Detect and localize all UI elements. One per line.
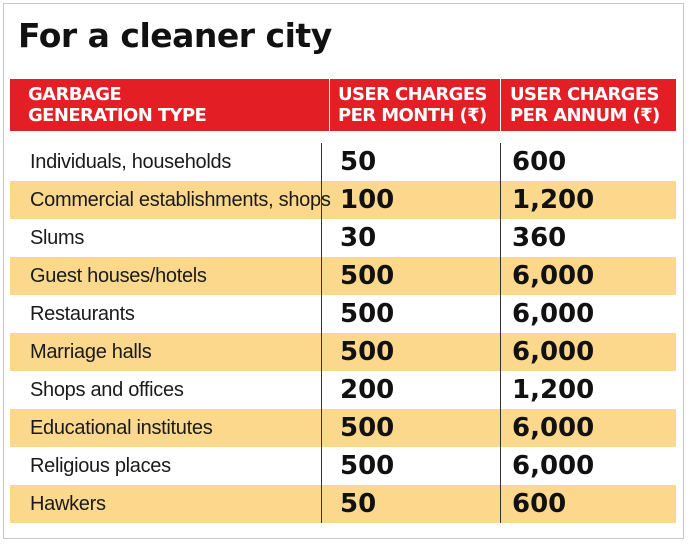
header-user-charges-per-month: USER CHARGES PER MONTH (₹): [338, 84, 488, 126]
table-row: Slums 30 360: [10, 219, 676, 257]
cell-per-annum: 6,000: [512, 261, 595, 291]
cell-per-month: 50: [340, 147, 377, 177]
cell-per-month: 500: [340, 299, 395, 329]
table-row: Religious places 500 6,000: [10, 447, 676, 485]
header-line: GARBAGE: [28, 84, 122, 105]
cell-per-month: 500: [340, 451, 395, 481]
header-line: USER CHARGES: [510, 84, 660, 105]
cell-per-month: 200: [340, 375, 395, 405]
cell-type: Religious places: [30, 455, 171, 477]
table-row: Hawkers 50 600: [10, 485, 676, 523]
header-line: USER CHARGES: [338, 84, 488, 105]
cell-per-annum: 1,200: [512, 185, 595, 215]
page-title: For a cleaner city: [18, 16, 332, 55]
cell-type: Hawkers: [30, 493, 106, 515]
table-row: Guest houses/hotels 500 6,000: [10, 257, 676, 295]
cell-per-month: 100: [340, 185, 395, 215]
cell-per-month: 500: [340, 413, 395, 443]
header-user-charges-per-annum: USER CHARGES PER ANNUM (₹): [510, 84, 660, 126]
cell-per-annum: 1,200: [512, 375, 595, 405]
header-line: PER ANNUM (₹): [510, 105, 660, 126]
cell-per-month: 30: [340, 223, 377, 253]
cell-type: Shops and offices: [30, 379, 184, 401]
header-line: PER MONTH (₹): [338, 105, 487, 126]
cell-type: Guest houses/hotels: [30, 265, 207, 287]
cell-type: Slums: [30, 227, 85, 249]
cell-per-annum: 6,000: [512, 337, 595, 367]
cell-per-annum: 6,000: [512, 299, 595, 329]
table-row: Shops and offices 200 1,200: [10, 371, 676, 409]
cell-type: Marriage halls: [30, 341, 152, 363]
column-divider: [321, 143, 322, 523]
cell-per-annum: 6,000: [512, 451, 595, 481]
header-divider: [329, 79, 330, 131]
column-divider: [500, 143, 501, 523]
header-divider: [500, 79, 501, 131]
table-row: Educational institutes 500 6,000: [10, 409, 676, 447]
table-header: GARBAGE GENERATION TYPE USER CHARGES PER…: [10, 79, 676, 131]
cell-per-annum: 600: [512, 489, 567, 519]
cell-per-month: 50: [340, 489, 377, 519]
cell-type: Commercial establishments, shops: [30, 189, 331, 211]
cell-per-annum: 360: [512, 223, 567, 253]
cell-per-month: 500: [340, 261, 395, 291]
cell-type: Individuals, households: [30, 151, 232, 173]
table-body: Individuals, households 50 600 Commercia…: [10, 143, 676, 523]
cell-type: Educational institutes: [30, 417, 213, 439]
table-row: Commercial establishments, shops 100 1,2…: [10, 181, 676, 219]
header-garbage-generation-type: GARBAGE GENERATION TYPE: [28, 84, 207, 126]
table-row: Marriage halls 500 6,000: [10, 333, 676, 371]
header-line: GENERATION TYPE: [28, 105, 207, 126]
cell-per-annum: 6,000: [512, 413, 595, 443]
table-row: Restaurants 500 6,000: [10, 295, 676, 333]
table-row: Individuals, households 50 600: [10, 143, 676, 181]
cell-per-month: 500: [340, 337, 395, 367]
cell-per-annum: 600: [512, 147, 567, 177]
cell-type: Restaurants: [30, 303, 135, 325]
